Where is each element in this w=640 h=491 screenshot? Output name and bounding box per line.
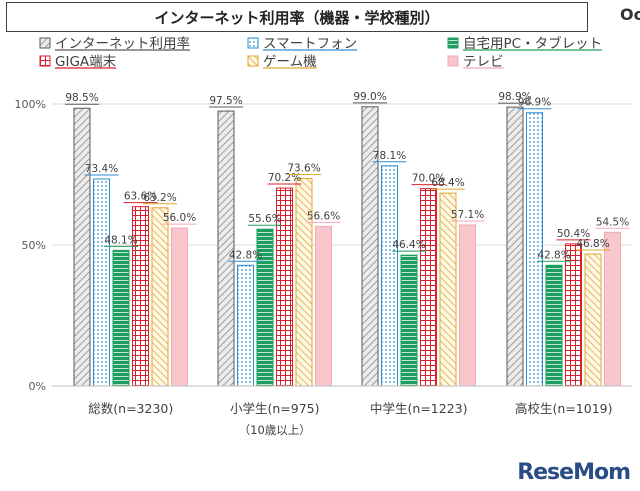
- data-label: 98.9%: [498, 91, 531, 103]
- data-label: 97.5%: [209, 95, 242, 107]
- watermark: ReseMom: [517, 460, 631, 485]
- chart-title: インターネット利用率（機器・学校種別）: [154, 9, 440, 27]
- data-label: 55.6%: [248, 213, 281, 225]
- chart-title-box: インターネット利用率（機器・学校種別）: [6, 2, 588, 32]
- bar: [73, 107, 91, 387]
- bar: [439, 192, 457, 387]
- y-tick-label: 0%: [29, 380, 46, 393]
- legend-label: 自宅用PC・タブレット: [463, 35, 602, 52]
- bar: [381, 165, 398, 387]
- data-label: 46.8%: [576, 238, 609, 250]
- data-label: 63.2%: [143, 192, 176, 204]
- category-sublabel: （10歳以上）: [239, 423, 311, 437]
- legend-label: ゲーム機: [263, 54, 317, 70]
- bar: [151, 207, 169, 387]
- data-label: 96.9%: [518, 97, 551, 109]
- legend: インターネット利用率 スマートフォン 自宅用PC・タブレット GIGA端末 ゲーム機 テレ…: [39, 35, 603, 70]
- data-label: 78.1%: [373, 150, 406, 162]
- category-label: 中学生(n=1223): [370, 401, 467, 416]
- data-label: 98.5%: [65, 92, 98, 104]
- data-label: 73.4%: [85, 163, 118, 175]
- legend-label: スマートフォン: [263, 36, 357, 52]
- bar: [112, 249, 130, 387]
- legend-label: インターネット利用率: [55, 35, 190, 52]
- data-label: 48.1%: [104, 234, 137, 246]
- data-label: 70.0%: [412, 173, 445, 185]
- data-label: 57.1%: [451, 209, 484, 221]
- bar: [237, 264, 254, 387]
- bar: [420, 188, 437, 387]
- bar: [361, 106, 379, 387]
- legend-swatch: [447, 55, 459, 67]
- legend-swatch: [447, 37, 459, 49]
- data-label: 99.0%: [353, 91, 386, 103]
- legend-label: GIGA端末: [55, 54, 117, 70]
- data-label: 68.4%: [431, 177, 464, 189]
- legend-swatch: [247, 37, 259, 49]
- category-label: 高校生(n=1019): [515, 401, 612, 416]
- bar: [400, 254, 418, 387]
- x-axis: 総数(n=3230) 小学生(n=975) （10歳以上） 中学生(n=1223) 高校…: [52, 385, 632, 437]
- data-labels: 98.5% 73.4% 48.1% 63.6%63.2% 56.0% 97.5% 42.8%…: [65, 91, 630, 262]
- data-label: 54.5%: [596, 216, 629, 228]
- bar: [171, 227, 188, 387]
- bar: [604, 231, 621, 387]
- bar: [545, 264, 563, 387]
- corner-mark: Oc: [620, 5, 640, 24]
- data-label: 46.4%: [392, 239, 425, 251]
- category-label: 総数(n=3230): [88, 401, 173, 416]
- data-label: 63.6%: [124, 191, 157, 203]
- legend-swatch: [39, 37, 51, 49]
- bar: [506, 106, 524, 387]
- bar: [584, 253, 602, 387]
- legend-label: テレビ: [463, 54, 504, 70]
- data-label: 56.0%: [163, 212, 196, 224]
- data-label: 42.8%: [537, 249, 570, 261]
- data-label: 50.4%: [557, 228, 590, 240]
- y-axis: 0% 50% 100%: [15, 98, 46, 393]
- data-label: 56.6%: [307, 210, 340, 222]
- category-label: 小学生(n=975): [230, 401, 320, 416]
- bar: [459, 224, 476, 387]
- bar: [315, 225, 332, 387]
- bar: [93, 178, 110, 387]
- data-label: 70.2%: [268, 172, 301, 184]
- y-tick-label: 100%: [15, 98, 46, 111]
- legend-swatch: [247, 55, 259, 67]
- data-label: 73.6%: [287, 162, 320, 174]
- y-tick-label: 50%: [22, 239, 46, 252]
- legend-swatch: [39, 55, 51, 67]
- bar: [565, 243, 582, 387]
- bars: [73, 106, 621, 387]
- watermark-text: ReseMom: [517, 460, 631, 485]
- data-label: 42.8%: [229, 249, 262, 261]
